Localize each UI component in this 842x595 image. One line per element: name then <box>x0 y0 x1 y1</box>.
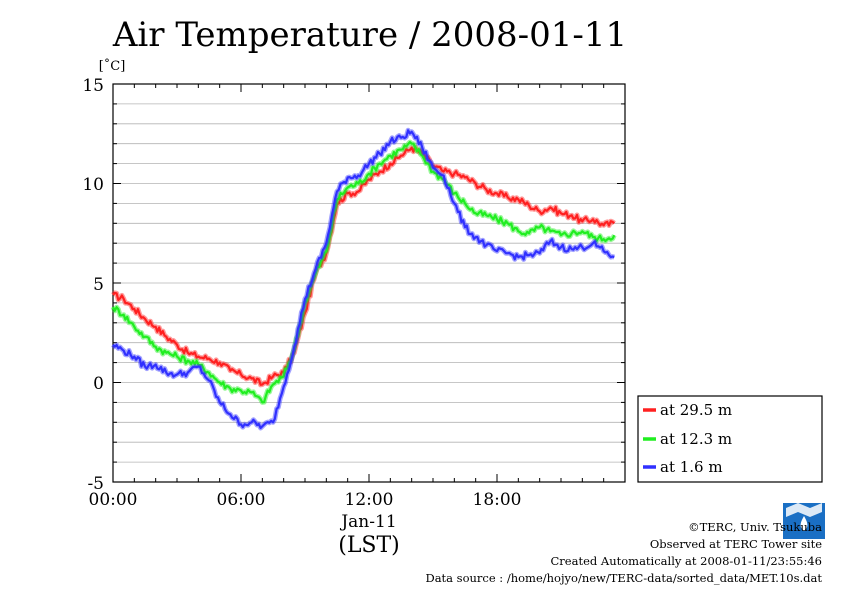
terc-logo <box>783 503 825 539</box>
x-axis-date-label: Jan-11 <box>339 512 396 532</box>
chart-title: Air Temperature / 2008-01-11 <box>112 15 627 55</box>
legend-label: at 12.3 m <box>660 430 732 448</box>
series-glow <box>111 127 616 431</box>
legend-label: at 29.5 m <box>660 401 732 419</box>
legend-box <box>637 395 823 483</box>
y-tick-label: 10 <box>82 175 104 195</box>
y-tick-label: 15 <box>82 76 104 96</box>
created-text: Created Automatically at 2008-01-11/23:5… <box>551 554 823 568</box>
logo-wave-icon <box>786 503 822 517</box>
series-line <box>112 129 615 430</box>
series-lines <box>110 127 617 431</box>
x-tick-label: 18:00 <box>473 490 522 510</box>
copyright-text: ©TERC, Univ. Tsukuba <box>688 520 822 534</box>
y-tick-label: 5 <box>93 275 104 295</box>
site-text: Observed at TERC Tower site <box>650 537 822 551</box>
legend-label: at 1.6 m <box>660 458 723 476</box>
y-axis-label: [˚C] <box>99 58 126 74</box>
y-tick-label: 0 <box>93 374 104 394</box>
y-tick-labels: 15 10 5 0 -5 <box>82 76 104 494</box>
logo-drop-icon <box>800 516 808 531</box>
legend: at 29.5 m at 12.3 m at 1.6 m <box>637 395 823 483</box>
series-line <box>112 141 616 404</box>
y-tick-label: -5 <box>87 474 104 494</box>
series-line <box>112 146 615 386</box>
axis-ticks <box>112 83 626 483</box>
x-tick-label: 00:00 <box>89 490 138 510</box>
x-tick-label: 06:00 <box>217 490 266 510</box>
gridlines <box>113 103 625 463</box>
source-text: Data source : /home/hojyo/new/TERC-data/… <box>425 571 822 585</box>
x-tick-labels: 00:00 06:00 12:00 18:00 <box>89 490 522 510</box>
x-axis-timezone-label: (LST) <box>338 533 400 558</box>
x-tick-label: 12:00 <box>345 490 394 510</box>
